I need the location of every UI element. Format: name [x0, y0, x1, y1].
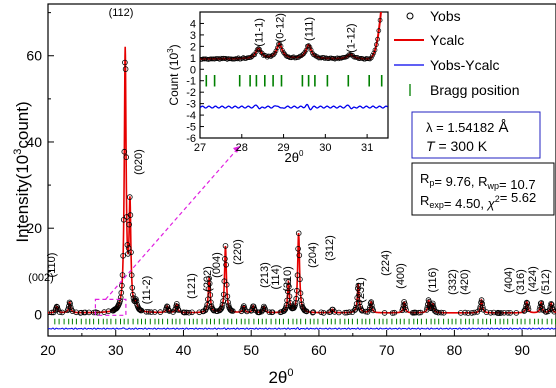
legend-yobs-marker: [407, 13, 413, 19]
inset-y-tick-label: -5: [186, 122, 196, 134]
peak-label: (316): [515, 269, 527, 295]
y-tick-label: 0: [34, 306, 42, 322]
rfactor-part: R: [420, 171, 429, 186]
inset-x-tick-label: 30: [319, 142, 331, 154]
peak-label: (116): [427, 268, 439, 293]
peak-label: (400): [395, 263, 407, 289]
inset-y-tick-label: -3: [186, 99, 196, 111]
inset-peak-label: (0-12): [274, 13, 286, 42]
x-tick-label: 80: [447, 342, 463, 358]
peak-label: (204): [307, 242, 319, 268]
rfactor-part: = 9.76, R: [434, 174, 487, 189]
inset-y-axis-label: Count (103): [166, 44, 181, 105]
peak-label: (004): [211, 252, 223, 278]
peak-label: (224): [380, 250, 392, 276]
inset-y-tick-label: 2: [190, 41, 196, 53]
yobs-ycalc-curve: [48, 328, 556, 330]
x-axis-label-sup: 0: [287, 367, 293, 379]
peak-label: (424): [527, 266, 539, 292]
peak-label: (420): [459, 269, 471, 295]
inset-y-tick-label: -1: [186, 76, 196, 88]
inset-x-tick-label: 31: [361, 142, 373, 154]
inset-x-tick-label: 28: [236, 142, 248, 154]
peak-label: (512): [540, 269, 552, 295]
x-axis-label: 2θ0: [268, 367, 293, 387]
y-tick-label: 60: [26, 48, 42, 64]
rfactor-part: exp: [429, 200, 444, 210]
x-tick-label: 40: [176, 342, 192, 358]
x-tick-label: 30: [108, 342, 124, 358]
x-tick-label: 70: [379, 342, 395, 358]
inset-y-tick-label: -4: [186, 110, 196, 122]
peak-label: (310): [282, 266, 294, 292]
inset-peak-label: (1-12): [345, 23, 357, 52]
rfactor-part: R: [420, 193, 429, 208]
peak-label: (220): [232, 239, 244, 265]
x-tick-label: 60: [311, 342, 327, 358]
x-tick-label: 20: [40, 342, 56, 358]
x-tick-label: 90: [514, 342, 530, 358]
bragg-position-ticks: [55, 319, 556, 325]
inset-obs-point: [379, 6, 383, 10]
wavelength-text: λ = 1.54182 Å: [426, 119, 509, 136]
inset-y-tick-label: 1: [190, 53, 196, 65]
y-axis-label-end: count): [13, 101, 32, 148]
lambda-value: 1.54182: [447, 120, 494, 135]
lambda-label: λ =: [426, 120, 447, 135]
peak-label: (112): [109, 7, 134, 19]
legend-diff-label: Yobs-Ycalc: [430, 57, 500, 73]
inset-y-axis-label-end: ): [167, 44, 181, 48]
peak-label: (11-2): [141, 276, 153, 305]
inset-peak-label: (111): [304, 17, 316, 41]
inset-x-axis-label-sup: 0: [299, 149, 304, 158]
inset-y-tick-label: -6: [186, 133, 196, 145]
x-tick-label: 50: [243, 342, 259, 358]
inset-x-axis-label: 2θ0: [285, 149, 304, 165]
inset-peak-label: (11-1): [253, 18, 265, 47]
inset-y-tick-label: 0: [190, 64, 196, 76]
inset-y-tick-label: 4: [190, 18, 196, 30]
legend-yobs-label: Yobs: [430, 8, 461, 24]
inset-y-tick-label: 3: [190, 30, 196, 42]
peak-label: (231): [355, 277, 367, 303]
lambda-unit: Å: [494, 119, 508, 136]
rfactor-part: = 5.62: [500, 190, 537, 205]
peak-label: (332): [447, 269, 459, 295]
legend-ycalc-label: Ycalc: [430, 32, 464, 48]
peak-label: (114): [270, 265, 282, 290]
peak-label: (121): [186, 273, 198, 299]
inset-frame: [200, 12, 388, 138]
peak-label: (020): [133, 149, 145, 175]
legend-bragg-label: Bragg position: [430, 82, 520, 98]
peak-label: (312): [324, 235, 336, 261]
inset-y-tick-label: -2: [186, 87, 196, 99]
temp-value: = 300 K: [435, 138, 488, 154]
peak-label: (404): [503, 267, 515, 293]
temperature-text: T = 300 K: [426, 138, 488, 154]
rfactor-part: wp: [487, 181, 500, 191]
peak-label: (110): [46, 253, 58, 278]
rfactor-part: = 4.50,: [444, 196, 488, 211]
y-axis-label: Intensity(103count): [12, 101, 32, 242]
